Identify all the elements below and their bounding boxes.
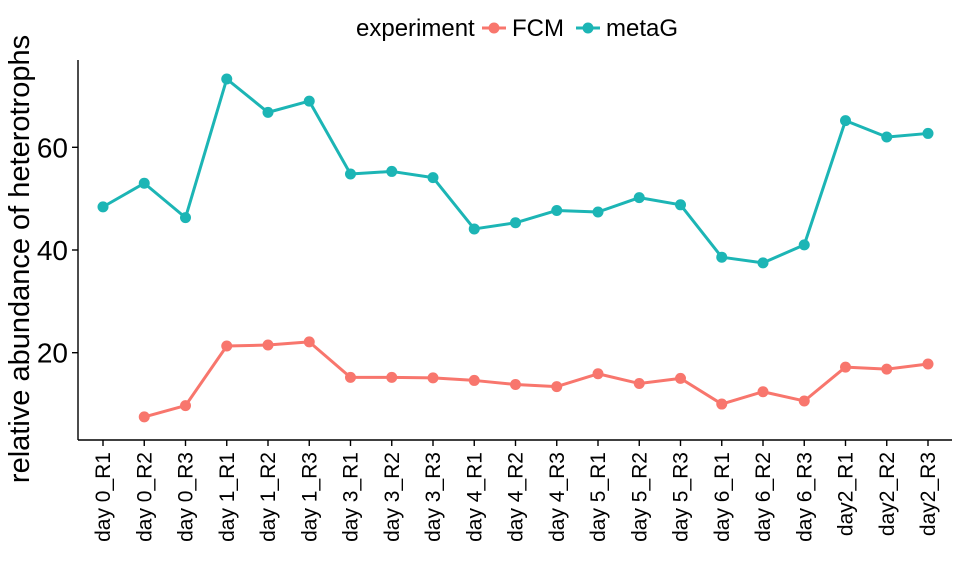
- legend-items: FCM metaG: [482, 15, 678, 42]
- data-point: [221, 73, 233, 85]
- data-point: [592, 206, 604, 218]
- data-point: [345, 371, 356, 383]
- data-point: [97, 201, 109, 213]
- x-tick-label: day 0_R1: [92, 452, 115, 542]
- x-tick-label: day2_R3: [917, 452, 940, 536]
- x-tick-label: day 6_R1: [711, 452, 734, 542]
- data-point: [551, 204, 563, 216]
- data-point: [345, 168, 356, 180]
- x-axis-ticks: day 0_R1 day 0_R2 day 0_R3 day 1_R1 day 1_R2…: [92, 440, 940, 542]
- data-point: [386, 165, 398, 177]
- data-point: [922, 127, 934, 139]
- x-tick-label: day 3_R1: [340, 452, 363, 542]
- x-tick-label: day2_R1: [835, 452, 858, 536]
- data-point: [881, 363, 893, 375]
- data-point: [468, 374, 480, 386]
- legend-label: metaG: [606, 15, 678, 42]
- x-tick-label: day 0_R3: [175, 452, 198, 542]
- y-tick-label: 60: [37, 132, 68, 163]
- x-tick-label: day 0_R2: [133, 452, 156, 542]
- data-point: [386, 371, 398, 383]
- legend-title: experiment: [356, 15, 475, 42]
- data-point: [427, 172, 439, 184]
- data-point: [757, 257, 769, 269]
- series-line: [142, 340, 930, 419]
- x-tick-label: day 3_R2: [381, 452, 404, 542]
- series-metaG: [97, 73, 934, 269]
- series-FCM: [138, 336, 934, 423]
- data-point: [798, 239, 810, 251]
- data-point: [633, 378, 645, 390]
- x-tick-label: day 6_R3: [793, 452, 816, 542]
- data-point: [180, 400, 191, 412]
- data-point: [262, 106, 274, 118]
- data-point: [881, 131, 893, 143]
- data-point: [675, 199, 686, 211]
- data-point: [180, 212, 191, 224]
- x-tick-label: day 3_R3: [422, 452, 445, 542]
- x-tick-label: day 1_R3: [298, 452, 321, 542]
- x-tick-label: day 4_R1: [463, 452, 486, 542]
- x-tick-label: day 4_R2: [505, 452, 528, 542]
- data-point: [592, 368, 604, 380]
- data-point: [427, 372, 439, 384]
- series-layer: [97, 73, 934, 423]
- data-point: [510, 217, 521, 229]
- x-tick-label: day 4_R3: [546, 452, 569, 542]
- data-point: [510, 379, 521, 391]
- x-tick-label: day 1_R2: [257, 452, 280, 542]
- data-point: [468, 223, 480, 235]
- y-axis-title: relative abundance of heterotrophs: [4, 35, 36, 483]
- data-point: [798, 395, 810, 407]
- x-tick-label: day 5_R3: [670, 452, 693, 542]
- data-point: [138, 177, 150, 189]
- data-point: [303, 95, 315, 107]
- series-line: [101, 77, 930, 265]
- legend-key-point: [582, 22, 594, 34]
- y-tick-label: 40: [37, 235, 68, 266]
- x-tick-label: day 5_R1: [587, 452, 610, 542]
- x-tick-label: day2_R2: [876, 452, 899, 536]
- data-point: [716, 398, 728, 410]
- x-tick-label: day 5_R2: [628, 452, 651, 542]
- data-point: [840, 361, 851, 373]
- legend-label: FCM: [512, 15, 564, 42]
- data-point: [840, 115, 851, 127]
- data-point: [138, 411, 150, 423]
- data-point: [675, 372, 686, 384]
- legend-key-point: [488, 22, 500, 34]
- data-point: [303, 336, 315, 348]
- legend-item: FCM: [482, 15, 564, 42]
- data-point: [633, 192, 645, 204]
- data-point: [551, 381, 563, 393]
- legend-item: metaG: [576, 15, 678, 42]
- x-tick-label: day 6_R2: [752, 452, 775, 542]
- data-point: [262, 339, 274, 351]
- legend: experiment FCM metaG: [356, 15, 678, 42]
- y-tick-label: 20: [37, 338, 68, 369]
- y-axis-ticks: 20 40 60: [37, 132, 78, 369]
- data-point: [922, 358, 934, 370]
- x-tick-label: day 1_R1: [216, 452, 239, 542]
- data-point: [221, 340, 233, 352]
- data-point: [716, 251, 728, 263]
- data-point: [757, 386, 769, 398]
